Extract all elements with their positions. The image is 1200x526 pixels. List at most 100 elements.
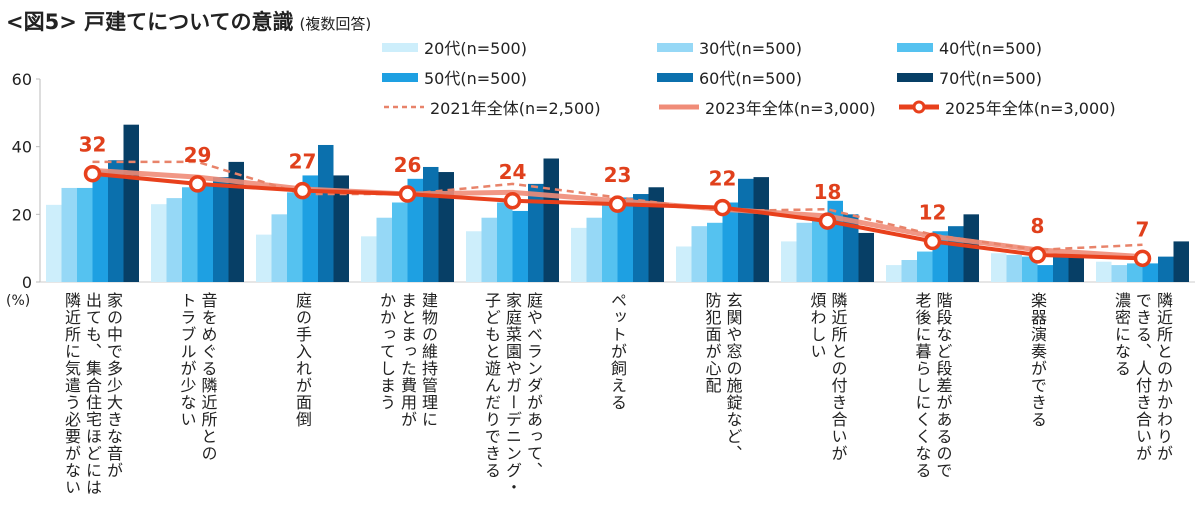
bar-age40	[812, 219, 828, 282]
marker-2025	[923, 232, 942, 251]
legend-label: 40代(n=500)	[939, 39, 1042, 58]
bar-age30	[586, 217, 602, 282]
bar-age50	[1037, 265, 1053, 282]
bar-age70	[1173, 241, 1189, 282]
bar-age50	[512, 210, 528, 282]
y-tick-label: 40	[12, 138, 32, 157]
bar-age30	[271, 214, 287, 282]
legend-swatch	[657, 42, 693, 52]
legend-item: 60代(n=500)	[657, 65, 802, 89]
legend-line-swatch	[899, 100, 939, 114]
marker-2025	[713, 198, 732, 217]
marker-2025	[83, 164, 102, 183]
data-label: 7	[1136, 217, 1150, 241]
bar-age50	[1142, 263, 1158, 282]
bar-age20	[151, 204, 167, 282]
bar-age20	[676, 246, 692, 282]
bar-age60	[738, 178, 754, 282]
category-label: 楽器演奏ができる	[1028, 292, 1047, 428]
legend-swatch	[897, 72, 933, 82]
bar-age70	[333, 175, 349, 282]
bar-age50	[617, 197, 633, 282]
bar-age70	[228, 161, 244, 282]
bar-age30	[376, 217, 392, 282]
category-label: 玄関や窓の施錠など、 防犯面が心配	[702, 292, 743, 462]
legend-label: 2025年全体(n=3,000)	[945, 99, 1116, 118]
bar-age60	[948, 226, 964, 282]
bar-age60	[108, 160, 124, 282]
category-label: 家の中で多少大きな音が 出ても、集合住宅ほどには 隣近所に気遣う必要がない	[62, 292, 123, 496]
bar-age50	[197, 183, 213, 282]
legend-label: 30代(n=500)	[699, 39, 802, 58]
y-tick-label: 60	[12, 70, 32, 89]
bar-age20	[886, 265, 902, 282]
bar-age70	[648, 187, 664, 282]
bar-age50	[92, 170, 108, 282]
chart-title-text: <図5> 戸建てについての意識	[6, 10, 294, 34]
marker-2025	[293, 181, 312, 200]
bar-age40	[287, 192, 303, 282]
bar-age60	[213, 177, 229, 282]
bar-age70	[1068, 256, 1084, 282]
data-label: 29	[184, 143, 212, 167]
data-label: 12	[919, 200, 947, 224]
legend-marker	[912, 100, 926, 114]
marker-2025	[398, 185, 417, 203]
y-axis-unit-label: (%)	[6, 293, 31, 309]
legend-label: 2021年全体(n=2,500)	[430, 99, 601, 118]
y-tick-label: 0	[22, 273, 32, 292]
bar-age40	[497, 202, 513, 282]
category-label: 庭やベランダがあって、 家庭菜園やガーデニング・ 子どもと遊んだりできる	[482, 292, 543, 496]
marker-2025	[1028, 246, 1047, 264]
legend-label: 50代(n=500)	[424, 69, 527, 88]
marker-2025	[818, 212, 837, 230]
bar-age20	[1096, 261, 1112, 282]
y-tick-label: 20	[12, 205, 32, 224]
bar-age40	[602, 204, 618, 282]
bar-age70	[543, 158, 559, 282]
bar-age60	[318, 144, 334, 282]
bar-age60	[843, 214, 859, 282]
legend-swatch	[382, 72, 418, 82]
bar-age20	[466, 231, 482, 282]
legend-item: 30代(n=500)	[657, 35, 802, 59]
bar-age40	[707, 222, 723, 282]
bar-age50	[407, 178, 423, 282]
marker-2025	[608, 195, 627, 213]
legend-item: 20代(n=500)	[382, 35, 527, 59]
legend-swatch	[657, 72, 693, 82]
data-label: 18	[814, 180, 842, 204]
bar-age30	[166, 198, 182, 282]
bar-age70	[438, 172, 454, 282]
data-label: 24	[499, 160, 527, 184]
bar-age50	[302, 175, 318, 282]
bar-age30	[61, 187, 77, 282]
bar-age60	[1053, 256, 1069, 282]
bar-age30	[691, 226, 707, 282]
legend-line-swatch	[384, 105, 424, 109]
bar-age40	[392, 202, 408, 282]
legend-item: 2025年全体(n=3,000)	[897, 95, 1116, 119]
bar-age70	[753, 177, 769, 282]
bar-age30	[481, 217, 497, 282]
bar-age30	[901, 260, 917, 282]
legend-item: 2023年全体(n=3,000)	[657, 95, 876, 119]
legend-swatch	[897, 42, 933, 52]
bar-age30	[796, 222, 812, 282]
category-label: 階段など段差があるので 老後に暮らしにくくなる	[912, 292, 953, 479]
bar-age20	[256, 234, 272, 282]
bar-age40	[182, 187, 198, 282]
bar-age20	[781, 241, 797, 282]
data-label: 27	[289, 150, 317, 174]
category-label: 音をめぐる隣近所との トラブルが少ない	[177, 292, 218, 462]
bar-age60	[423, 166, 439, 282]
bar-age60	[528, 183, 544, 282]
category-label: 隣近所との付き合いが 煩わしい	[807, 292, 848, 462]
category-label: 建物の維持管理に まとまった費用が かかってしまう	[377, 292, 438, 428]
bar-age20	[991, 253, 1007, 282]
bar-age60	[1158, 256, 1174, 282]
legend-item: 2021年全体(n=2,500)	[382, 95, 601, 119]
legend-item: 40代(n=500)	[897, 35, 1042, 59]
legend-label: 60代(n=500)	[699, 69, 802, 88]
